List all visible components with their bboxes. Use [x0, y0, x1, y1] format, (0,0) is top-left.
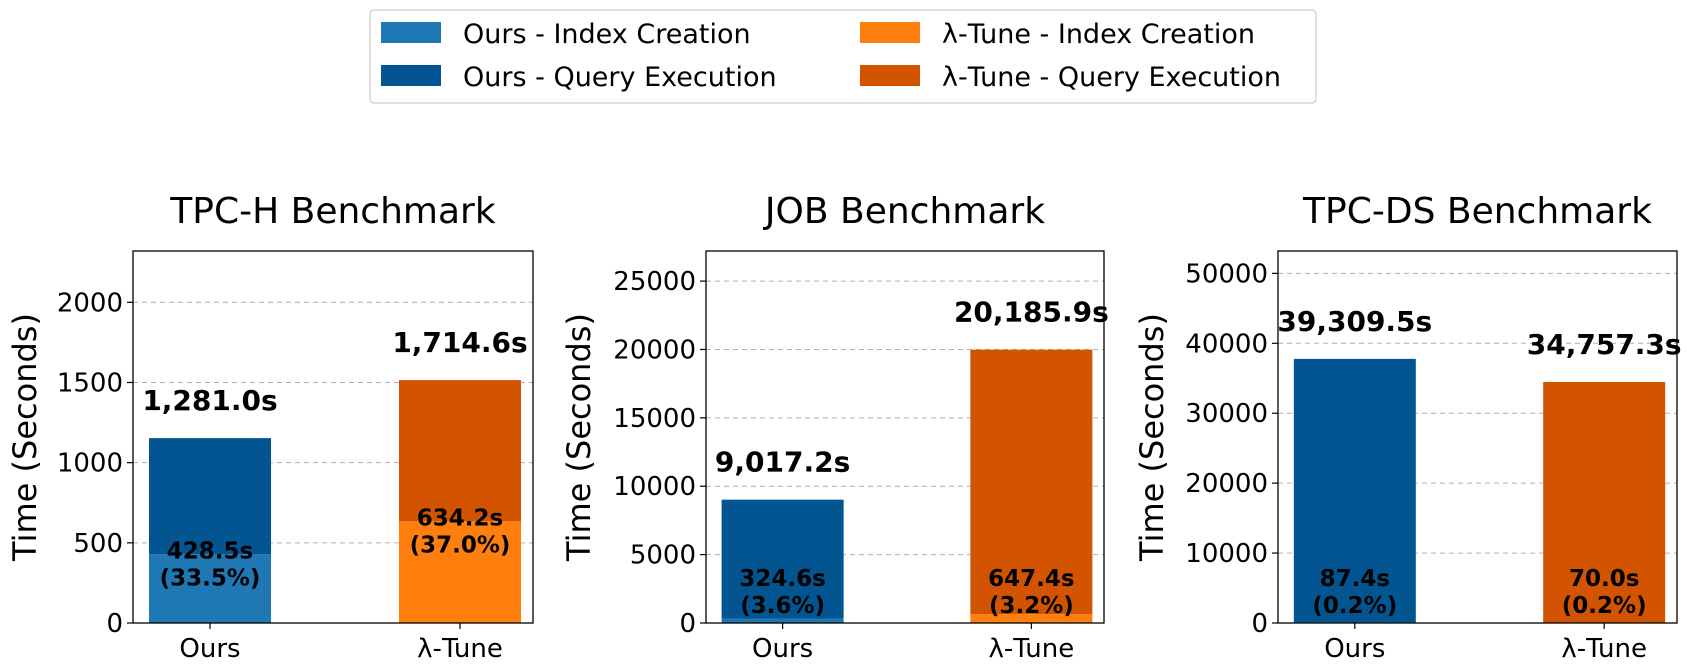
- legend-swatch-ltune-index: [860, 22, 920, 43]
- index-share-label: (0.2%): [1312, 593, 1397, 619]
- total-time-label: 34,757.3s: [1527, 328, 1682, 361]
- y-tick-label: 0: [106, 609, 123, 639]
- total-time-label: 39,309.5s: [1277, 305, 1432, 338]
- y-axis-title: Time (Seconds): [6, 313, 44, 562]
- y-tick-label: 1500: [57, 368, 123, 398]
- total-time-label: 1,281.0s: [142, 384, 277, 417]
- panel-title: TPC-H Benchmark: [169, 191, 496, 232]
- y-tick-label: 30000: [1185, 399, 1268, 429]
- y-tick-label: 5000: [630, 541, 696, 571]
- legend-frame: [369, 9, 1317, 104]
- y-tick-label: 500: [73, 529, 123, 559]
- legend-swatch-ours-query: [381, 65, 441, 86]
- index-share-label: (3.2%): [989, 593, 1074, 619]
- x-tick-label: Ours: [1324, 634, 1385, 664]
- plot-frame: [1277, 250, 1678, 624]
- index-time-label: 634.2s: [417, 505, 503, 531]
- bar-query-execution-ours: [721, 499, 844, 619]
- x-tick-label: λ-Tune: [417, 634, 503, 664]
- legend-swatch-ours-index: [381, 22, 441, 43]
- bar-query-execution-ltune: [399, 380, 521, 522]
- bar-index-creation-ours: [721, 618, 844, 623]
- legend-label-ours-index: Ours - Index Creation: [463, 19, 751, 50]
- total-time-label: 1,714.6s: [392, 326, 527, 359]
- total-time-label: 9,017.2s: [715, 446, 850, 479]
- y-tick-label: 10000: [1185, 539, 1268, 569]
- index-share-label: (37.0%): [410, 532, 511, 558]
- bar-index-creation-ltune: [970, 614, 1093, 623]
- y-tick-label: 25000: [613, 267, 696, 297]
- y-tick-label: 0: [1251, 609, 1268, 639]
- y-tick-label: 2000: [57, 288, 123, 318]
- bar-query-execution-ours: [149, 438, 271, 555]
- plot-frame: [132, 250, 534, 624]
- y-tick-label: 20000: [1185, 469, 1268, 499]
- total-time-label: 20,185.9s: [954, 296, 1109, 329]
- panel-title: JOB Benchmark: [763, 191, 1045, 232]
- index-time-label: 87.4s: [1320, 566, 1390, 592]
- index-time-label: 428.5s: [167, 538, 253, 564]
- chart-panel-2: JOB Benchmark 9,017.2s 324.6s(3.6%) Ours 20,…: [560, 191, 1109, 664]
- x-tick-label: λ-Tune: [989, 634, 1075, 664]
- bar-query-execution-ltune: [1543, 381, 1666, 623]
- x-tick-label: Ours: [752, 634, 813, 664]
- y-tick-label: 15000: [613, 404, 696, 434]
- x-tick-label: Ours: [179, 634, 240, 664]
- y-axis-title: Time (Seconds): [560, 313, 598, 562]
- y-tick-label: 20000: [613, 335, 696, 365]
- bar-index-creation-ours: [149, 554, 271, 623]
- chart-panel-3: TPC-DS Benchmark39,309.5s87.4s(0.2%)Ours…: [1133, 191, 1682, 664]
- y-axis-title: Time (Seconds): [1133, 313, 1171, 562]
- bar-query-execution-ours: [1293, 358, 1416, 623]
- chart-panel-1: TPC-H Benchmark 1,281.0s 428.5s(33.5%) Ours…: [6, 191, 534, 664]
- index-time-label: 647.4s: [988, 566, 1074, 592]
- bar-query-execution-ltune: [970, 349, 1093, 615]
- panel-title: TPC-DS Benchmark: [1302, 191, 1652, 232]
- legend-label-ours-query: Ours - Query Execution: [463, 62, 777, 93]
- legend-label-ltune-query: λ-Tune - Query Execution: [942, 62, 1281, 93]
- index-share-label: (3.6%): [740, 593, 825, 619]
- index-share-label: (33.5%): [160, 565, 261, 591]
- y-tick-label: 1000: [57, 449, 123, 479]
- index-share-label: (0.2%): [1562, 593, 1647, 619]
- legend: Ours - Index Creation Ours - Query Execu…: [369, 9, 1317, 104]
- plot-frame: [705, 250, 1105, 624]
- y-tick-label: 0: [679, 609, 696, 639]
- y-tick-label: 40000: [1185, 329, 1268, 359]
- x-tick-label: λ-Tune: [1561, 634, 1647, 664]
- index-time-label: 70.0s: [1569, 566, 1639, 592]
- bar-index-creation-ltune: [399, 521, 521, 623]
- legend-label-ltune-index: λ-Tune - Index Creation: [942, 19, 1255, 50]
- y-tick-label: 10000: [613, 472, 696, 502]
- index-time-label: 324.6s: [739, 566, 825, 592]
- legend-swatch-ltune-query: [860, 65, 920, 86]
- y-tick-label: 50000: [1185, 259, 1268, 289]
